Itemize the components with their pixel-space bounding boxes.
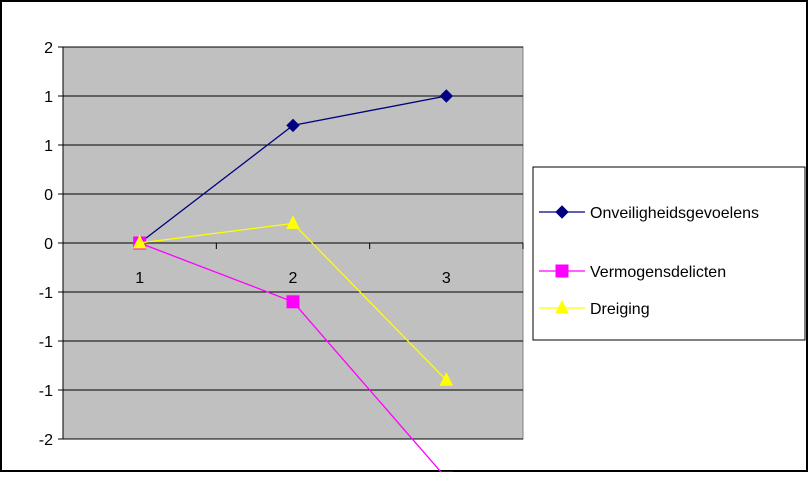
series-triangle <box>132 215 454 386</box>
axes: 2 1 1 0 0 -1 -1 -1 -2 1 2 3 <box>39 40 524 449</box>
legend-box <box>532 166 806 341</box>
data-point-triangle <box>286 215 300 229</box>
x-tick-label: 2 <box>289 270 298 287</box>
x-tick-label: 3 <box>442 270 451 287</box>
legend-swatch-marker <box>555 205 569 219</box>
legend-swatch-marker <box>555 264 569 278</box>
data-point-diamond <box>286 118 300 133</box>
legend-label: Vermogensdelicten <box>590 264 726 281</box>
y-tick-label: -1 <box>39 334 53 351</box>
y-tick-label: 0 <box>44 187 53 204</box>
y-tick-label: 1 <box>44 138 53 155</box>
data-point-triangle <box>439 372 454 386</box>
legend: Onveiligheidsgevoelens Vermogensdelicten D… <box>532 166 806 341</box>
x-tick-label: 1 <box>135 270 144 287</box>
data-point-square <box>286 295 300 309</box>
y-tick-label: -1 <box>39 285 53 302</box>
y-tick-label: 2 <box>44 40 53 57</box>
y-tick-label: -2 <box>39 432 53 449</box>
legend-label: Onveiligheidsgevoelens <box>590 205 759 222</box>
legend-label: Dreiging <box>590 301 650 318</box>
legend-swatch-marker <box>555 299 569 314</box>
y-tick-label: -1 <box>39 383 53 400</box>
data-point-diamond <box>439 89 454 103</box>
y-tick-label: 1 <box>44 89 53 106</box>
data-point-triangle <box>132 234 147 249</box>
series <box>132 89 454 477</box>
y-tick-label: 0 <box>44 236 53 253</box>
